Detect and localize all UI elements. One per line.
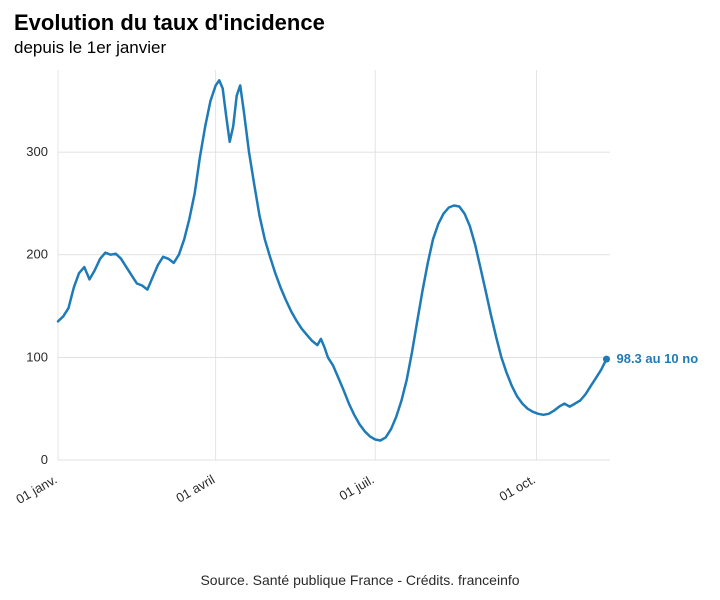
- chart-title: Evolution du taux d'incidence: [14, 10, 706, 36]
- end-point-marker: [603, 356, 610, 363]
- end-point-label: 98.3 au 10 no: [616, 351, 698, 366]
- x-tick-label: 01 juil.: [337, 472, 377, 504]
- line-chart: 0 100 200 300 01 janv. 01 avril 01 juil. 01 oct…: [0, 60, 720, 540]
- x-tick-label: 01 oct.: [497, 472, 538, 505]
- y-tick-label: 300: [26, 144, 48, 159]
- chart-header: Evolution du taux d'incidence depuis le …: [0, 0, 720, 58]
- incidence-line: [58, 80, 607, 440]
- chart-svg: 0 100 200 300 01 janv. 01 avril 01 juil. 01 oct…: [0, 60, 720, 540]
- y-tick-label: 100: [26, 349, 48, 364]
- x-tick-label: 01 janv.: [13, 472, 59, 507]
- x-tick-label: 01 avril: [173, 472, 217, 506]
- chart-subtitle: depuis le 1er janvier: [14, 38, 706, 58]
- chart-footer: Source. Santé publique France - Crédits.…: [0, 572, 720, 588]
- y-tick-label: 200: [26, 247, 48, 262]
- y-tick-label: 0: [41, 452, 48, 467]
